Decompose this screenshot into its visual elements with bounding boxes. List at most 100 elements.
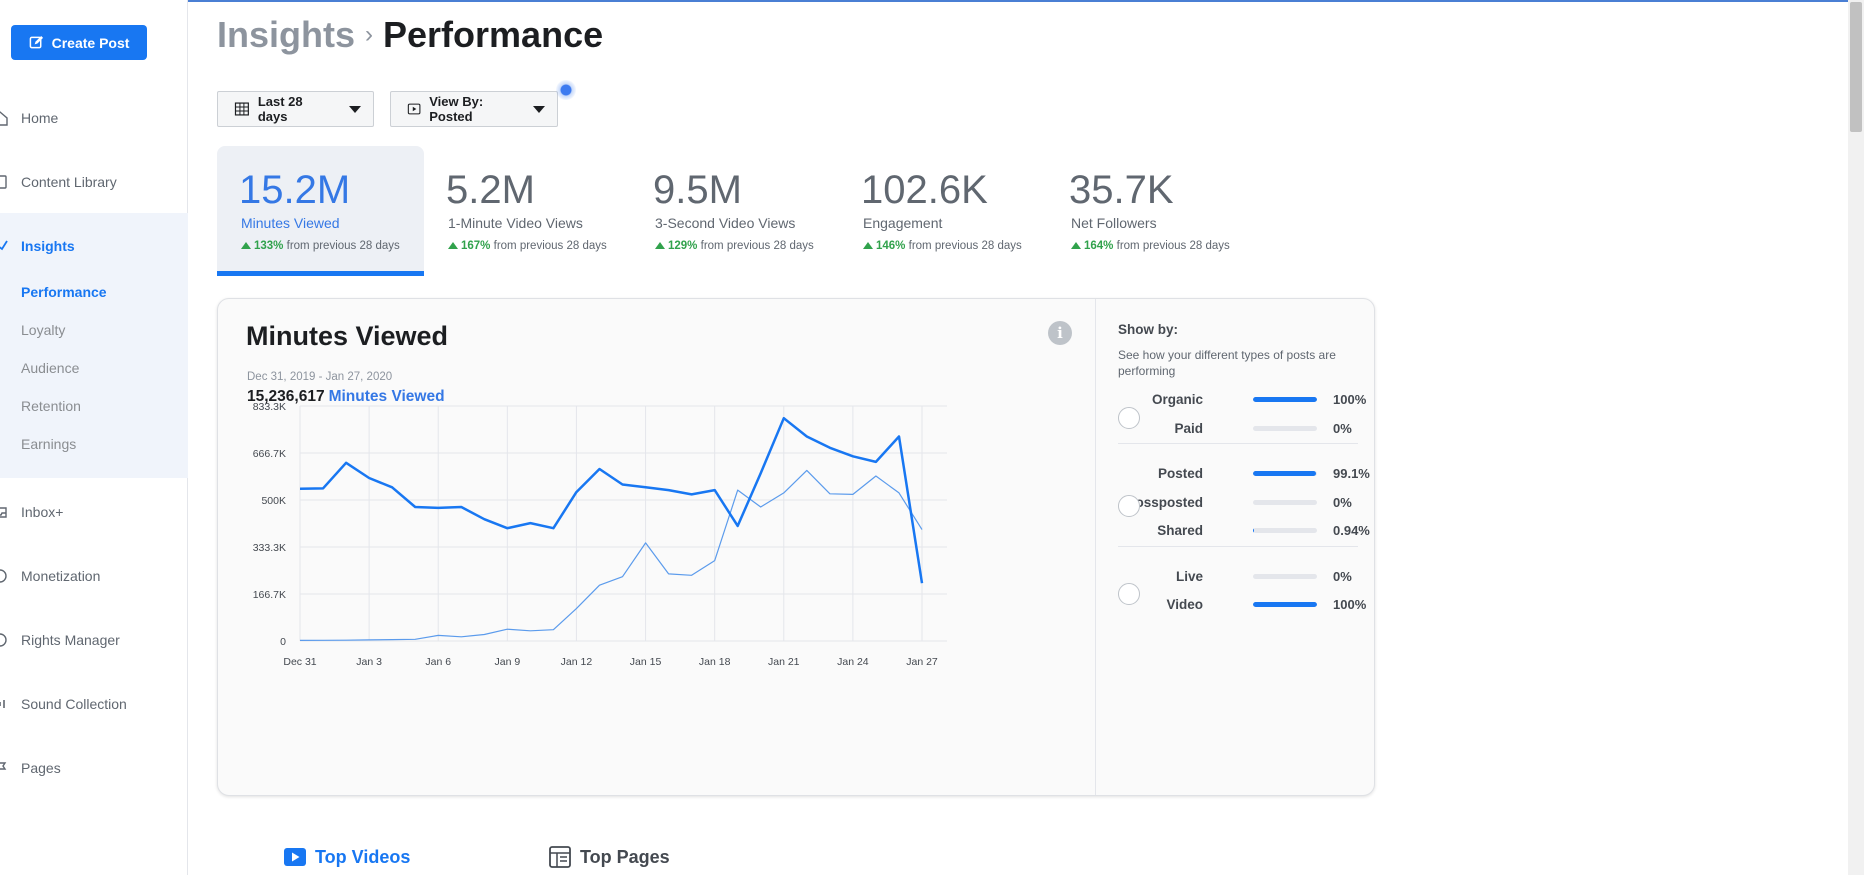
metric-change: 146% from previous 28 days [863,240,1022,252]
y-tick-label: 666.7K [253,448,286,460]
x-tick-label: Jan 6 [425,656,451,668]
show-by-row: Live 0% [1096,569,1375,585]
show-by-radio[interactable] [1118,494,1140,517]
metric-change-pct: 133% [254,240,284,252]
metric-1-minute-video-views[interactable]: 5.2M 1-Minute Video Views 167% from prev… [424,146,631,276]
insights-icon [0,236,10,256]
metric-change-suffix: from previous 28 days [493,240,607,252]
inbox-icon [0,502,10,522]
tab-top-videos[interactable]: Top Videos [283,845,410,869]
metric-change-pct: 167% [461,240,491,252]
scrollbar[interactable] [1848,0,1864,875]
show-by-row-label: Posted [1157,466,1203,481]
sidebar-item-home[interactable]: Home [0,103,188,133]
sidebar-item-rights-manager[interactable]: Rights Manager [0,625,188,655]
sidebar-item-label: Inbox+ [21,504,64,520]
show-by-desc: See how your different types of posts ar… [1118,348,1336,378]
show-by-bar [1253,573,1317,579]
sidebar-subitem-retention[interactable]: Retention [21,398,81,414]
sidebar-subitem-earnings[interactable]: Earnings [21,436,77,452]
metric-net-followers[interactable]: 35.7K Net Followers 164% from previous 2… [1047,146,1254,276]
x-tick-label: Jan 27 [906,656,938,668]
metric-value: 15.2M [239,168,351,212]
scrollbar-thumb[interactable] [1850,2,1862,132]
show-by-row-pct: 0% [1333,494,1352,510]
metric-change-suffix: from previous 28 days [700,240,814,252]
show-by-divider [1118,545,1358,547]
metric-value: 9.5M [653,168,742,212]
sidebar-item-label: Rights Manager [21,632,120,648]
show-by-row: Video 100% [1096,597,1375,613]
main-content: Insights › Performance Last 28 days View… [188,0,1848,875]
cursor-indicator [556,80,576,100]
monetization-icon [0,566,10,586]
sidebar-item-label: Home [21,110,59,126]
tab-label: Top Videos [315,846,411,867]
sidebar-subitem-audience[interactable]: Audience [21,360,80,376]
arrow-up-icon [448,242,458,249]
create-post-label: Create Post [51,34,130,51]
line-chart: 0 166.7K 333.3K 500K 666.7K 833.3K Dec 31 Jan 3… [253,401,947,668]
metric-engagement[interactable]: 102.6K Engagement 146% from previous 28 … [839,146,1046,276]
sidebar-item-sound-collection[interactable]: Sound Collection [0,689,188,719]
show-by-bar-fill [1253,528,1254,533]
metric-3-second-video-views[interactable]: 9.5M 3-Second Video Views 129% from prev… [631,146,838,276]
arrow-up-icon [241,242,251,249]
sidebar-item-pages[interactable]: Pages [0,753,188,783]
total-label: Minutes Viewed [328,388,445,405]
show-by-bar [1253,499,1317,505]
tab-label: Top Pages [580,846,670,867]
page-title: Performance [383,14,604,55]
y-tick-label: 0 [280,636,286,648]
x-tick-label: Jan 18 [699,656,731,668]
calendar-icon [234,102,249,116]
card-date-range: Dec 31, 2019 - Jan 27, 2020 [247,371,393,383]
show-by-row-pct: 100% [1333,392,1367,407]
show-by-row-label: Live [1175,568,1203,584]
y-tick-label: 500K [261,495,286,507]
arrow-up-icon [655,242,665,249]
chart-panel: Minutes Viewed i Dec 31, 2019 - Jan 27, … [218,299,1095,795]
show-by-row: Posted 99.1% [1096,466,1375,482]
show-by-row: Shared 0.94% [1096,523,1375,539]
sidebar-item-content-library[interactable]: Content Library [0,167,188,197]
show-by-radio[interactable] [1118,583,1140,605]
breadcrumb-parent[interactable]: Insights [217,14,356,55]
sidebar-subitem-loyalty[interactable]: Loyalty [21,322,66,338]
show-by-bar [1253,602,1317,607]
info-icon[interactable]: i [1048,321,1072,345]
play-video-icon [284,848,306,866]
create-post-button[interactable]: Create Post [11,25,147,60]
metric-minutes-viewed[interactable]: 15.2M Minutes Viewed 133% from previous … [217,146,424,276]
sidebar-item-monetization[interactable]: Monetization [0,561,188,591]
sidebar-item-inbox[interactable]: Inbox+ [0,497,188,527]
sidebar: Create Post Home Content Library Insight… [0,0,188,875]
sidebar-item-label: Content Library [21,174,117,190]
tab-top-pages[interactable]: Top Pages [548,845,670,869]
show-by-row-pct: 0% [1333,420,1352,436]
sidebar-subitem-performance[interactable]: Performance [21,284,107,300]
show-by-row-label: Video [1166,597,1203,612]
library-icon [0,172,10,192]
show-by-row-label: Organic [1151,392,1203,407]
date-range-label: Last 28 days [257,94,303,124]
chevron-down-icon [533,105,545,113]
sidebar-item-label: Monetization [21,568,101,584]
date-range-dropdown[interactable]: Last 28 days [217,91,374,127]
show-by-title: Show by: [1118,322,1178,337]
show-by-row-label: Paid [1174,420,1203,436]
sidebar-item-insights[interactable]: Insights [0,231,188,261]
sidebar-item-label: Insights [21,238,75,254]
view-by-label: View By: Posted [429,94,484,124]
x-tick-label: Jan 15 [630,656,662,668]
arrow-up-icon [863,242,873,249]
show-by-radio[interactable] [1118,406,1140,429]
y-tick-label: 833.3K [253,401,286,413]
metric-change-pct: 164% [1084,240,1114,252]
pages-icon [0,758,10,778]
view-by-dropdown[interactable]: View By: Posted [390,91,558,127]
metric-change-suffix: from previous 28 days [1116,240,1230,252]
card-total: 15,236,617 Minutes Viewed [247,388,445,406]
metric-change: 164% from previous 28 days [1071,240,1230,252]
show-by-row-pct: 0% [1333,568,1352,584]
